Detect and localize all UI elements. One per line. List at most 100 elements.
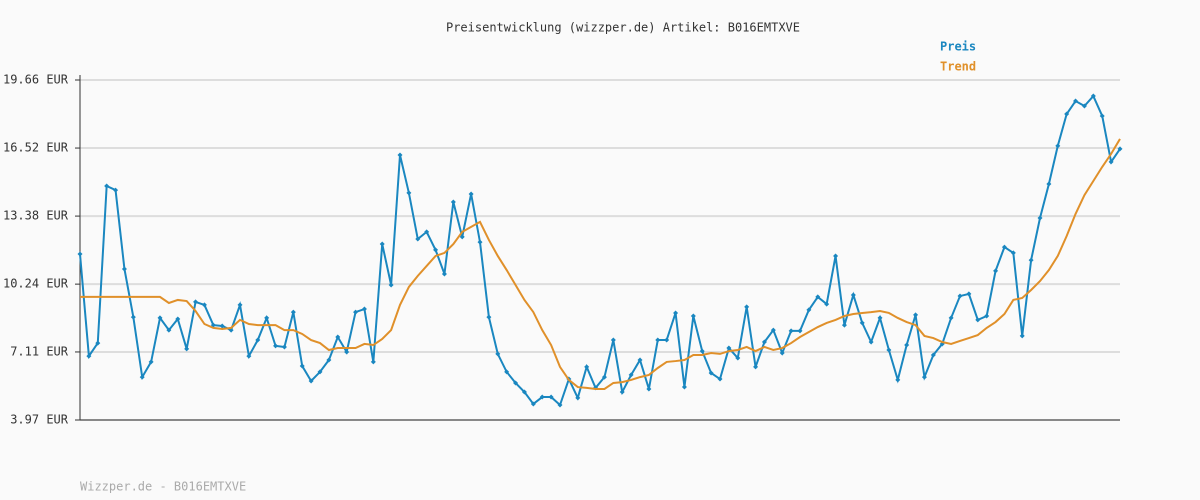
data-point — [148, 359, 154, 365]
data-point — [175, 316, 181, 322]
data-point — [184, 346, 190, 352]
data-point — [139, 374, 145, 380]
data-point — [655, 337, 661, 343]
data-point — [495, 351, 501, 357]
data-point — [993, 268, 999, 274]
series-line — [80, 138, 1121, 391]
data-point — [459, 234, 465, 240]
data-point — [317, 369, 323, 375]
data-point — [424, 229, 430, 235]
data-point — [557, 402, 563, 408]
data-point — [966, 291, 972, 297]
data-point — [1073, 98, 1079, 104]
data-point — [833, 253, 839, 259]
data-point — [877, 315, 883, 321]
data-point — [753, 364, 759, 370]
y-tick-label: 13.38 EUR — [3, 209, 69, 223]
data-point — [166, 327, 172, 333]
data-point — [921, 374, 927, 380]
data-point — [281, 344, 287, 350]
data-point — [841, 322, 847, 328]
data-point — [601, 374, 607, 380]
data-point — [797, 328, 803, 334]
data-point — [904, 342, 910, 348]
data-point — [788, 328, 794, 334]
data-point — [1046, 181, 1052, 187]
data-point — [477, 239, 483, 245]
data-point — [681, 384, 687, 390]
data-point — [86, 353, 92, 359]
legend-label: Trend — [940, 60, 976, 74]
data-point — [957, 293, 963, 299]
data-point — [761, 339, 767, 345]
data-point — [344, 349, 350, 355]
data-point — [1001, 244, 1007, 250]
data-point — [388, 282, 394, 288]
data-point — [664, 337, 670, 343]
data-point — [406, 190, 412, 196]
data-point — [353, 309, 359, 315]
data-point — [77, 251, 83, 257]
data-point — [806, 307, 812, 313]
data-point — [859, 320, 865, 326]
data-point — [433, 247, 439, 253]
data-point — [744, 304, 750, 310]
y-tick-label: 7.11 EUR — [10, 344, 69, 358]
footer: Wizzper.de - B016EMTXVE — [80, 480, 246, 494]
data-point — [530, 401, 536, 407]
data-point — [504, 369, 510, 375]
data-point — [815, 294, 821, 300]
data-point — [113, 187, 119, 193]
data-point — [361, 306, 367, 312]
y-tick-label: 19.66 EUR — [3, 73, 69, 87]
data-point — [975, 317, 981, 323]
data-point — [690, 313, 696, 319]
data-point — [308, 378, 314, 384]
data-point — [1010, 250, 1016, 256]
data-point — [850, 292, 856, 298]
legend-label: Preis — [940, 40, 976, 54]
data-point — [1037, 215, 1043, 221]
data-point — [130, 314, 136, 320]
data-point — [779, 350, 785, 356]
data-point — [637, 357, 643, 363]
data-point — [913, 312, 919, 318]
data-point — [513, 380, 519, 386]
y-tick-label: 10.24 EUR — [3, 277, 69, 291]
data-point — [1055, 143, 1061, 149]
data-point — [930, 352, 936, 358]
data-point — [948, 315, 954, 321]
data-point — [1064, 111, 1070, 117]
data-point — [868, 339, 874, 345]
data-point — [397, 152, 403, 158]
data-point — [584, 364, 590, 370]
data-point — [201, 302, 207, 308]
data-point — [468, 191, 474, 197]
y-tick-label: 16.52 EUR — [3, 141, 69, 155]
data-point — [619, 389, 625, 395]
data-point — [521, 389, 527, 395]
data-point — [539, 394, 545, 400]
data-point — [415, 236, 421, 242]
chart-title: Preisentwicklung (wizzper.de) Artikel: B… — [446, 21, 800, 35]
data-point — [441, 271, 447, 277]
data-point — [1117, 146, 1123, 152]
data-point — [699, 348, 705, 354]
data-point — [1108, 159, 1114, 165]
data-point — [575, 395, 581, 401]
data-point — [273, 343, 279, 349]
data-point — [1019, 333, 1025, 339]
data-point — [673, 310, 679, 316]
data-point — [770, 327, 776, 333]
data-point — [264, 315, 270, 321]
data-point — [121, 266, 127, 272]
data-point — [104, 183, 110, 189]
data-point — [370, 359, 376, 365]
y-tick-label: 3.97 EUR — [10, 413, 69, 427]
data-point — [735, 355, 741, 361]
data-point — [1090, 93, 1096, 99]
data-point — [895, 377, 901, 383]
data-point — [717, 376, 723, 382]
data-point — [219, 323, 225, 329]
